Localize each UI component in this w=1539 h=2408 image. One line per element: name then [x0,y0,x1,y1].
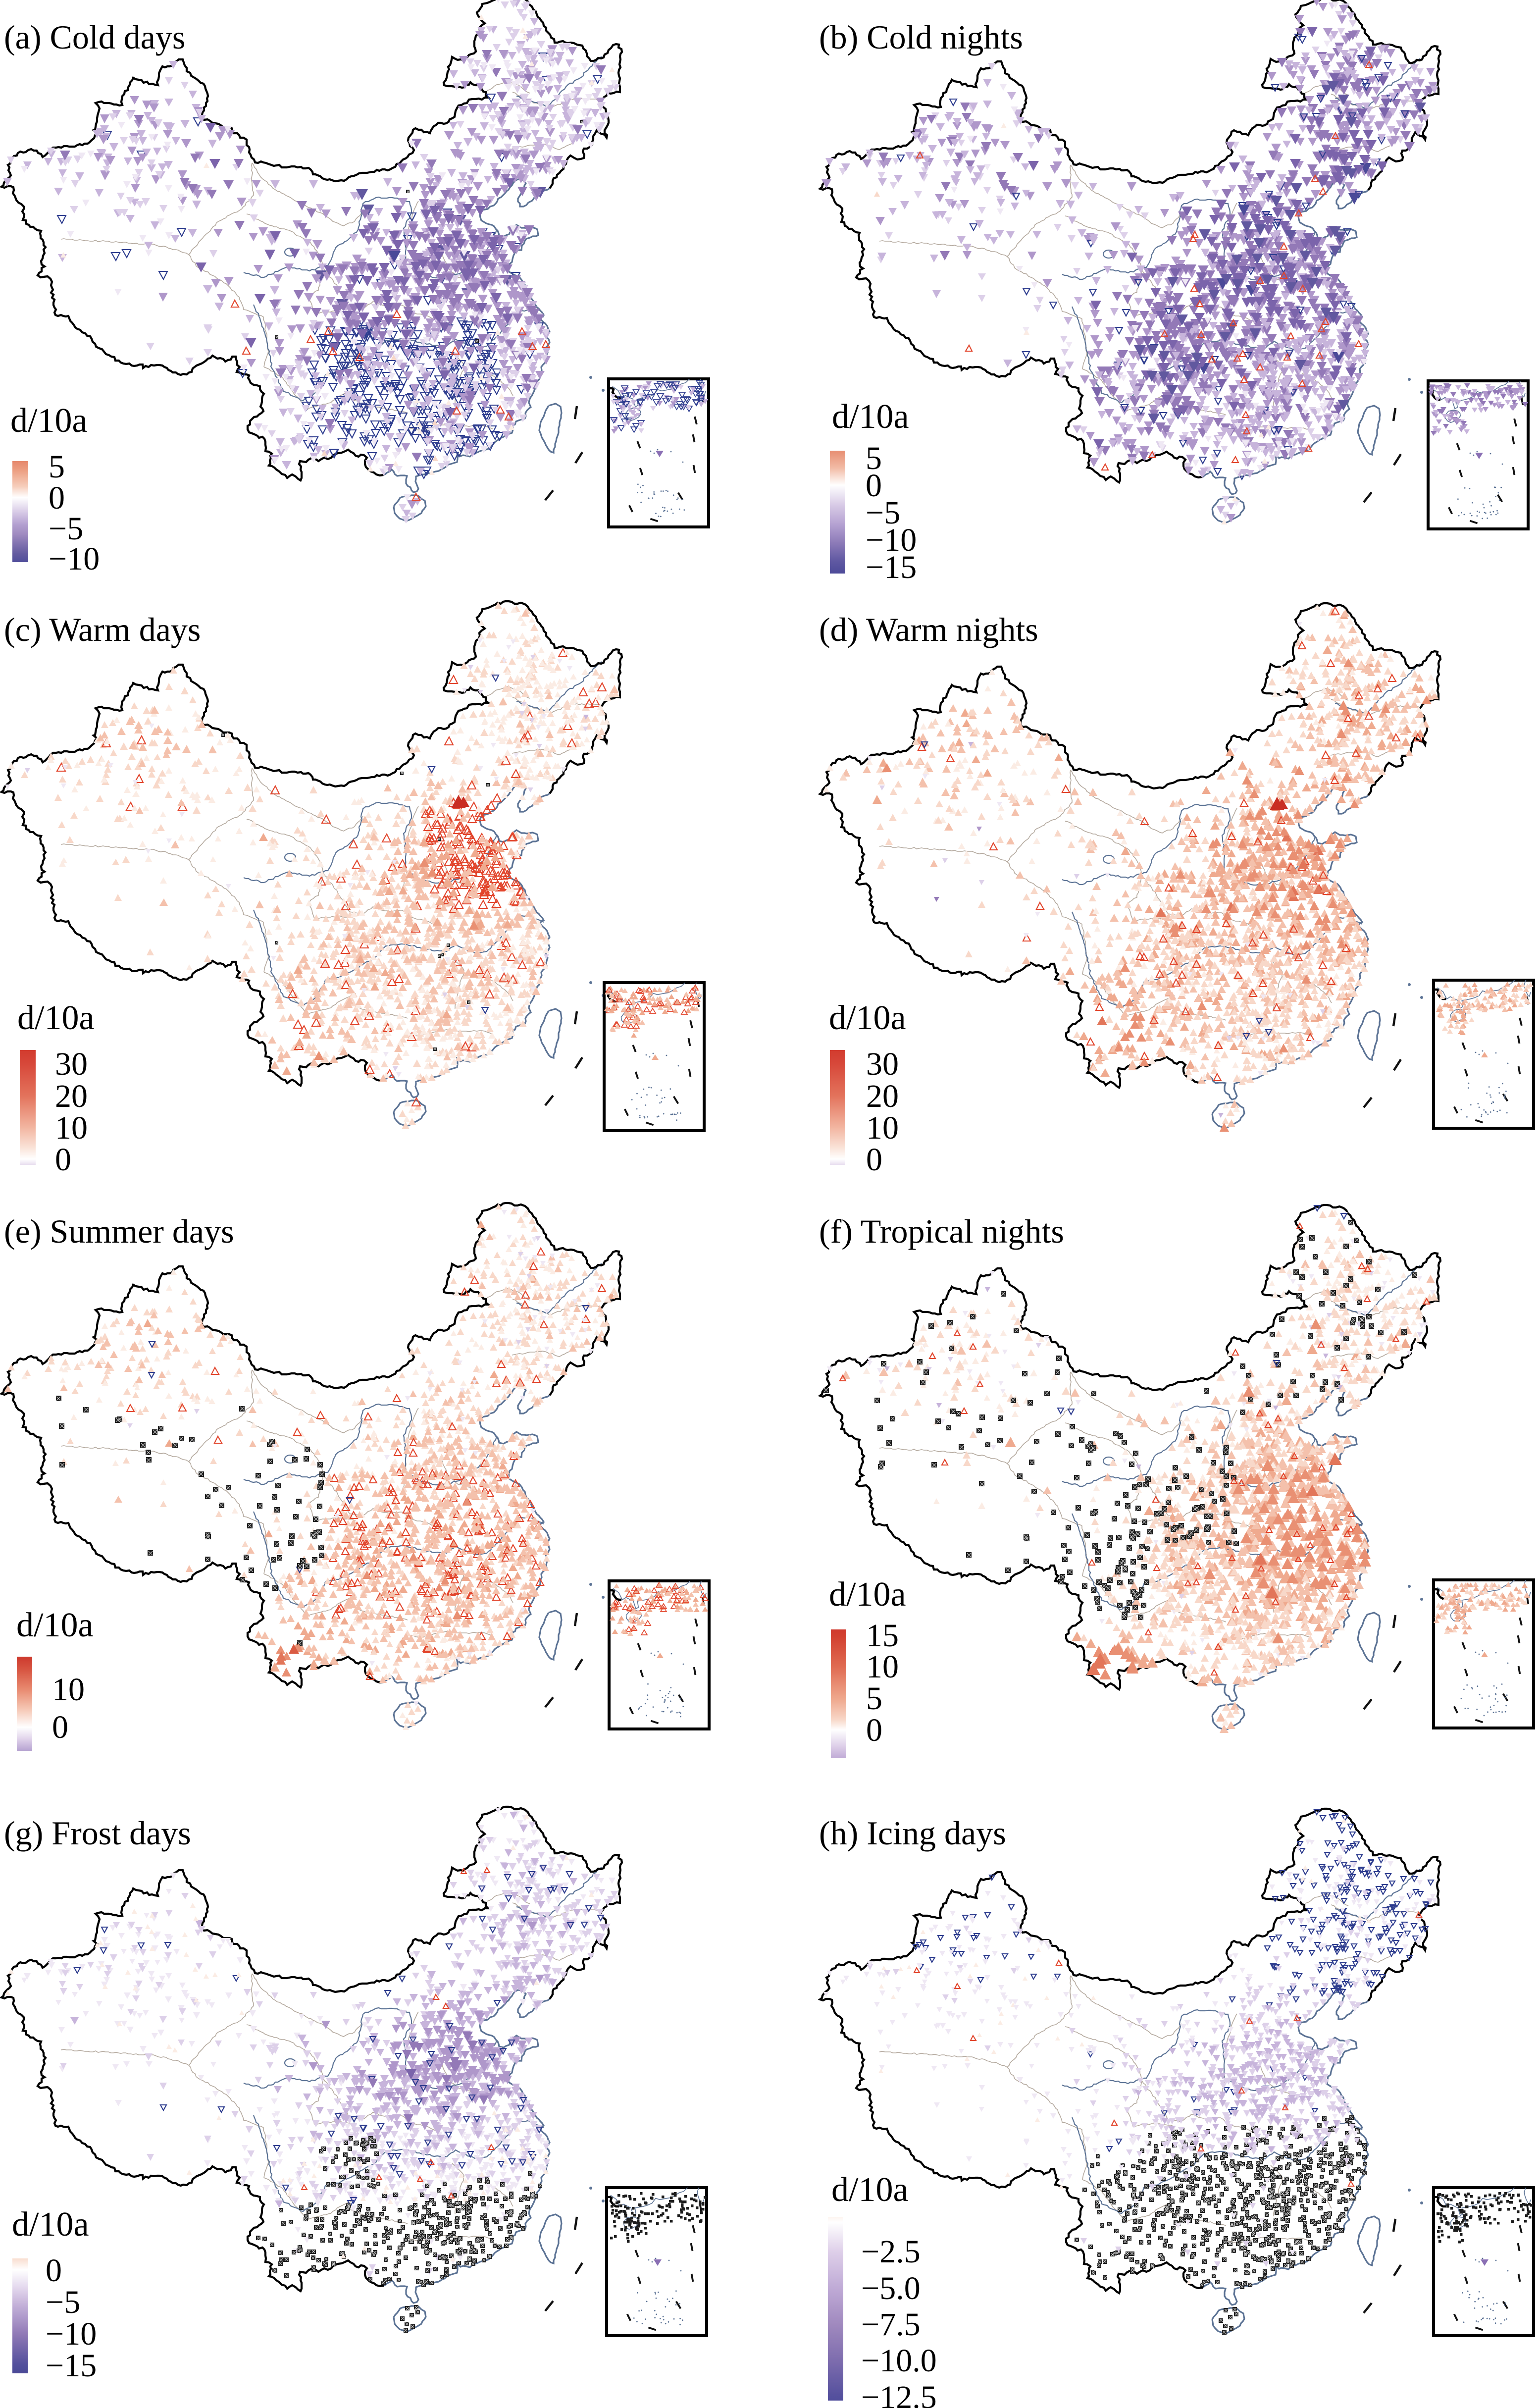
svg-text:−10: −10 [46,2316,97,2352]
svg-text:0: 0 [46,2252,62,2289]
svg-text:d/10a: d/10a [17,999,95,1037]
svg-text:d/10a: d/10a [832,398,909,436]
svg-text:−5: −5 [866,495,900,531]
svg-text:−5: −5 [46,2284,80,2320]
svg-text:d/10a: d/10a [831,2171,909,2209]
svg-text:−15: −15 [866,549,917,585]
svg-text:5: 5 [49,449,65,485]
svg-text:0: 0 [55,1142,71,1178]
svg-text:10: 10 [52,1672,85,1708]
svg-text:−10: −10 [49,541,100,577]
svg-text:30: 30 [55,1046,88,1082]
svg-text:(f) Tropical nights: (f) Tropical nights [819,1212,1064,1250]
svg-text:(c) Warm days: (c) Warm days [4,611,201,648]
svg-text:−15: −15 [46,2348,97,2384]
svg-text:0: 0 [866,1712,882,1748]
svg-text:20: 20 [866,1078,899,1114]
svg-text:d/10a: d/10a [829,1575,906,1614]
svg-text:(g) Frost days: (g) Frost days [4,1814,191,1852]
svg-text:0: 0 [49,480,65,516]
svg-text:−7.5: −7.5 [861,2306,921,2343]
svg-text:−12.5: −12.5 [861,2379,937,2408]
svg-text:5: 5 [866,440,882,476]
svg-text:−5: −5 [49,511,83,547]
svg-text:d/10a: d/10a [10,402,88,440]
svg-text:(a) Cold days: (a) Cold days [4,18,185,56]
svg-text:0: 0 [866,1142,882,1178]
svg-text:10: 10 [55,1110,88,1146]
svg-text:−5.0: −5.0 [861,2270,921,2306]
svg-text:(b) Cold nights: (b) Cold nights [819,18,1023,56]
svg-text:−2.5: −2.5 [861,2234,921,2270]
svg-text:0: 0 [52,1709,68,1745]
svg-text:5: 5 [866,1680,882,1717]
svg-text:15: 15 [866,1618,899,1654]
svg-text:(h) Icing days: (h) Icing days [819,1814,1006,1852]
svg-text:0: 0 [866,468,882,504]
svg-text:30: 30 [866,1046,899,1082]
svg-text:20: 20 [55,1078,88,1114]
svg-text:−10: −10 [866,522,917,558]
svg-text:(d) Warm nights: (d) Warm nights [819,611,1038,648]
svg-text:10: 10 [866,1110,899,1146]
svg-text:d/10a: d/10a [16,1606,94,1644]
svg-text:10: 10 [866,1649,899,1685]
svg-text:−10.0: −10.0 [861,2343,937,2379]
svg-text:d/10a: d/10a [829,999,906,1037]
svg-text:d/10a: d/10a [12,2205,89,2244]
svg-text:(e) Summer days: (e) Summer days [4,1212,234,1250]
